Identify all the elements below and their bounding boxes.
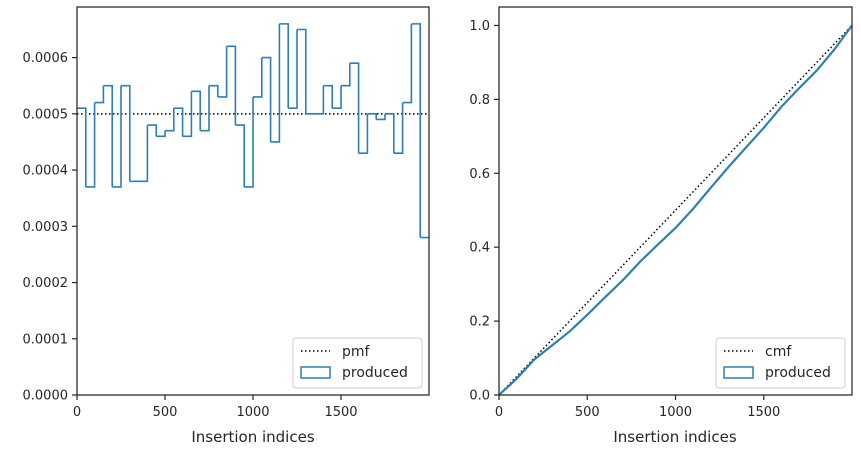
right-chart-x-tick-label: 0 <box>495 405 503 420</box>
left-chart-produced-bin <box>358 113 369 155</box>
left-legend-produced-swatch <box>300 366 331 379</box>
right-chart-y-tick-label: 0.6 <box>469 167 490 182</box>
right-chart-legend: cmf produced <box>715 337 846 389</box>
right-chart-produced-line <box>498 24 853 396</box>
left-chart-produced-bin <box>323 84 333 109</box>
left-chart-produced-bin <box>138 125 149 183</box>
left-chart-produced-bin <box>279 23 289 109</box>
right-legend-produced-swatch <box>723 366 754 379</box>
left-chart-x-axis-title: Insertion indices <box>191 428 314 446</box>
left-chart-produced-bin <box>191 90 201 131</box>
left-chart-y-tick-label: 0.0006 <box>23 51 69 66</box>
left-chart-y-axis: 0.0000 0.0001 0.0002 0.0003 0.0004 0.0005 0.00… <box>23 51 77 404</box>
right-chart-marks <box>498 24 853 396</box>
left-chart-produced-bin <box>402 23 413 104</box>
left-chart-produced-bin <box>226 45 237 126</box>
right-chart-y-tick-label: 1.0 <box>469 19 490 34</box>
left-chart-y-tick-label: 0.0004 <box>23 164 69 179</box>
left-chart-produced-bin <box>165 108 175 132</box>
right-chart-x-tick-label: 1000 <box>659 405 692 420</box>
left-chart-y-tick-label: 0.0001 <box>23 332 69 347</box>
right-legend-produced-label: produced <box>765 365 831 381</box>
left-chart-produced-bin <box>112 85 122 188</box>
left-chart-produced-bin <box>314 85 325 115</box>
right-chart-y-axis: 0.0 0.2 0.4 0.6 0.8 1.0 <box>469 19 499 404</box>
left-chart-produced-bin <box>94 85 105 104</box>
left-legend-pmf-label: pmf <box>342 344 371 360</box>
left-chart-produced-bin <box>297 28 307 114</box>
left-chart-produced-bin <box>288 29 298 110</box>
left-chart-y-tick-label: 0.0003 <box>23 220 69 235</box>
left-chart-produced-bin <box>103 84 113 187</box>
left-chart-produced-bin <box>376 113 386 121</box>
left-chart-y-tick-label: 0.0000 <box>23 389 69 404</box>
left-chart-produced-bin <box>341 63 351 87</box>
right-chart-y-tick-label: 0.8 <box>469 93 490 108</box>
right-legend-cmf-label: cmf <box>765 344 792 360</box>
left-chart-produced-bin <box>367 113 377 120</box>
right-chart-x-tick-label: 1500 <box>747 405 780 420</box>
left-chart-produced-bin <box>121 84 131 182</box>
right-chart-x-axis: 0 500 1000 1500 <box>495 395 780 420</box>
right-chart-y-tick-label: 0.0 <box>469 389 490 404</box>
left-chart-produced-bin <box>85 102 96 188</box>
left-chart-produced-bin <box>261 56 272 142</box>
left-chart-produced-bin <box>209 84 219 97</box>
left-chart-produced-bin <box>200 85 210 132</box>
left-chart-x-tick-label: 1000 <box>236 405 269 420</box>
left-chart-produced-bin <box>270 23 281 143</box>
left-chart-produced-bin <box>393 102 404 155</box>
right-chart-x-tick-label: 500 <box>575 405 600 420</box>
right-chart-x-axis-title: Insertion indices <box>613 428 736 446</box>
right-chart-y-tick-label: 0.2 <box>469 315 490 330</box>
left-chart-produced-bin <box>77 107 87 187</box>
right-chart-y-tick-label: 0.4 <box>469 241 490 256</box>
left-chart-pmf: 0.0000 0.0001 0.0002 0.0003 0.0004 0.0005 0.00… <box>23 6 430 446</box>
left-chart-x-axis: 0 500 1000 1500 <box>73 395 358 420</box>
left-chart-marks <box>77 23 429 239</box>
left-chart-produced-bin <box>253 57 263 98</box>
left-chart-produced-bin <box>217 46 228 98</box>
left-chart-produced-bin <box>244 96 254 188</box>
right-chart-cmf: 0.0 0.2 0.4 0.6 0.8 1.0 0 500 1000 1500 Insertio… <box>469 6 853 446</box>
right-chart-cmf-reference-line <box>498 24 853 396</box>
left-chart-produced-bin <box>332 85 342 110</box>
left-chart-legend: pmf produced <box>292 337 423 389</box>
left-chart-produced-bin <box>411 23 421 238</box>
left-chart-x-tick-label: 500 <box>153 405 178 420</box>
left-chart-frame <box>76 6 430 396</box>
left-chart-produced-bin <box>156 130 166 138</box>
left-chart-produced-bin <box>385 113 395 154</box>
left-chart-x-tick-label: 1500 <box>324 405 357 420</box>
left-chart-y-tick-label: 0.0002 <box>23 276 69 291</box>
right-chart-frame <box>498 6 853 396</box>
left-chart-y-tick-label: 0.0005 <box>23 107 69 122</box>
left-chart-produced-bin <box>182 91 193 138</box>
left-chart-x-tick-label: 0 <box>73 405 81 420</box>
left-chart-produced-bin <box>235 124 245 187</box>
left-chart-produced-bin <box>147 124 157 137</box>
left-chart-produced-bin <box>349 62 360 154</box>
left-legend-produced-label: produced <box>342 365 408 381</box>
left-chart-produced-bin <box>173 107 184 137</box>
